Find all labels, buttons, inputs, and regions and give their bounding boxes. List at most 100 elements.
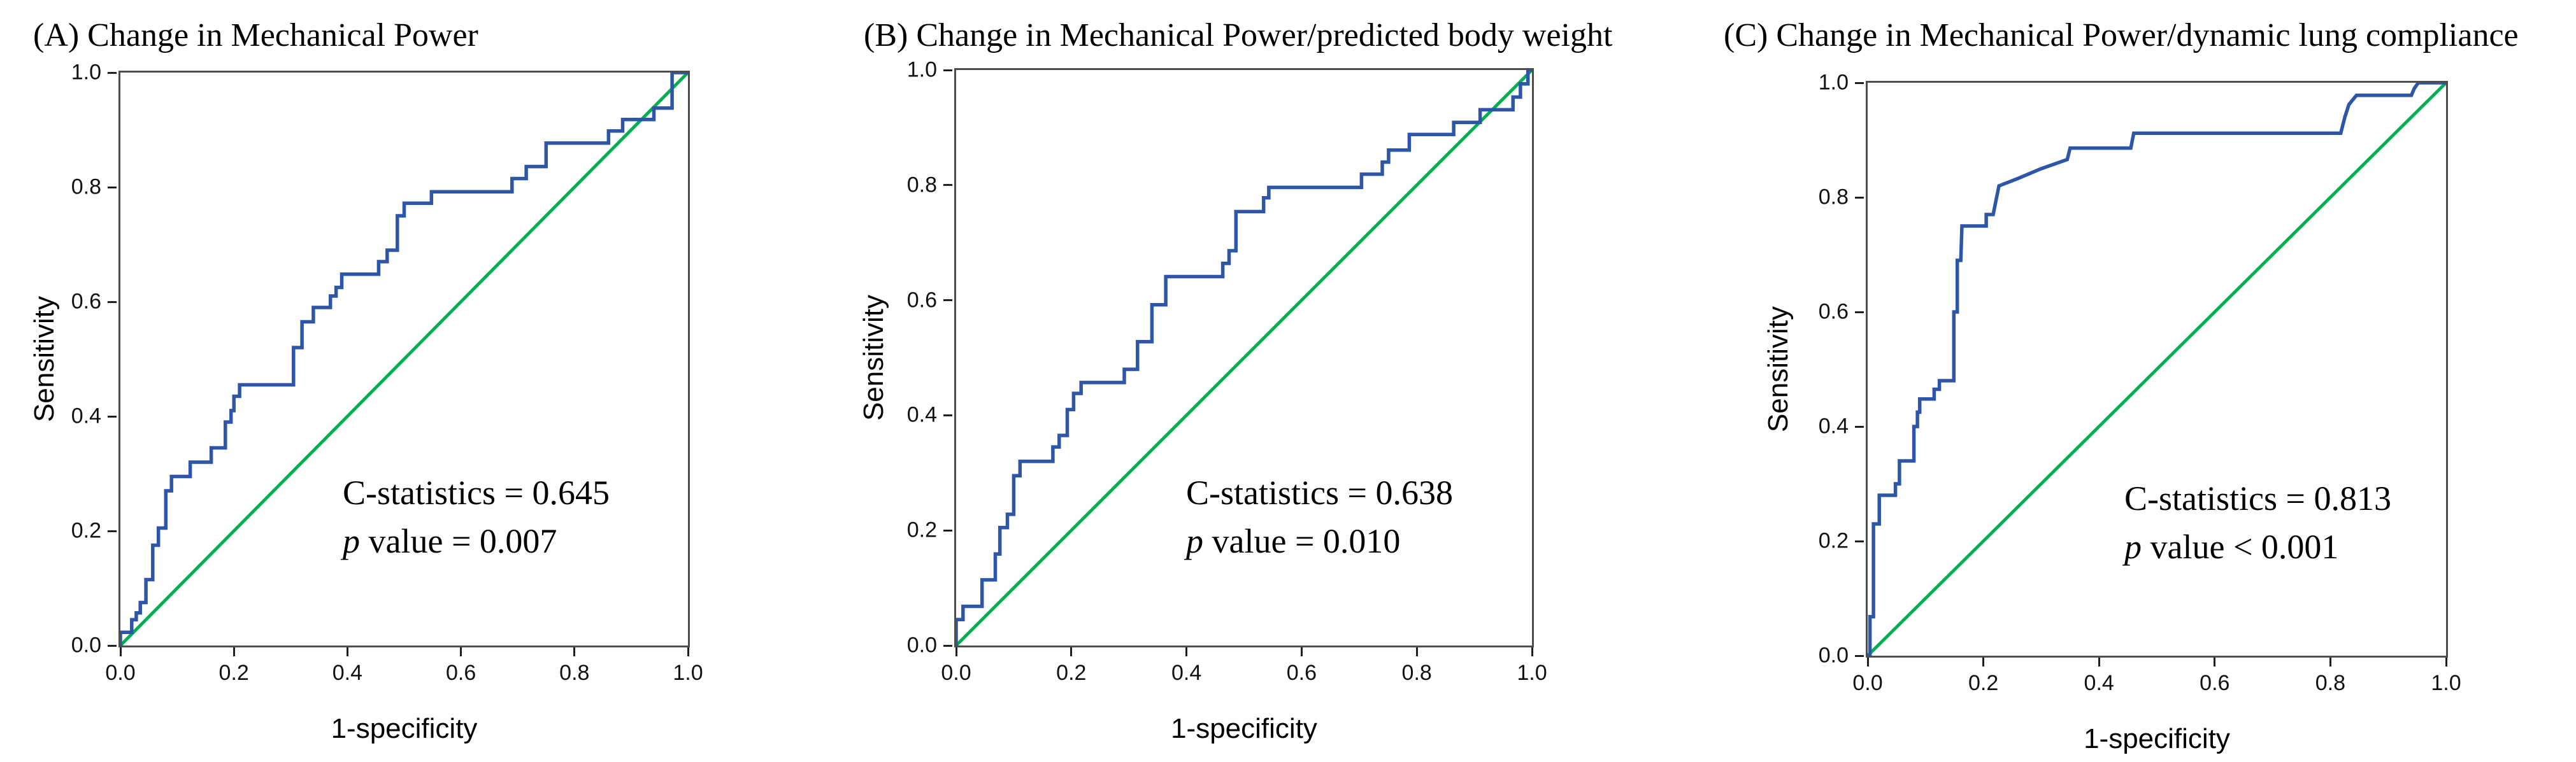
chart-title-b: (B) Change in Mechanical Power/predicted… [864, 17, 1613, 53]
y-tick-c [1855, 425, 1864, 428]
reference-line-c [1868, 83, 2446, 656]
y-tick-a [108, 530, 117, 532]
x-tick-a [119, 647, 122, 656]
y-tick-c [1855, 311, 1864, 313]
y-tick-label-b: 0.4 [906, 402, 937, 427]
p-value-text-a: value = 0.007 [360, 522, 557, 560]
chart-title-c: (C) Change in Mechanical Power/dynamic l… [1724, 17, 2519, 53]
chart-title-a: (A) Change in Mechanical Power [33, 17, 478, 53]
x-tick-label-b: 1.0 [1517, 661, 1547, 685]
annotation-b: C-statistics = 0.638 p value = 0.010 [1186, 469, 1453, 565]
c-statistics-text-c: C-statistics = 0.813 [2124, 479, 2391, 518]
x-axis-label-c: 1-specificity [2084, 723, 2230, 754]
y-tick-c [1855, 654, 1864, 657]
p-symbol-b: p [1186, 522, 1203, 560]
x-tick-a [233, 647, 235, 656]
x-tick-label-b: 0.6 [1286, 661, 1317, 685]
y-tick-label-a: 0.0 [71, 633, 101, 658]
y-tick-label-b: 0.8 [906, 173, 937, 197]
y-tick-label-c: 1.0 [1818, 70, 1849, 95]
x-tick-label-a: 0.2 [218, 661, 249, 685]
y-tick-c [1855, 196, 1864, 199]
c-statistics-text-b: C-statistics = 0.638 [1186, 474, 1453, 512]
x-tick-label-c: 0.6 [2200, 671, 2230, 695]
y-tick-a [108, 415, 117, 418]
x-tick-label-a: 0.6 [445, 661, 476, 685]
x-tick-label-a: 0.8 [559, 661, 590, 685]
x-tick-b [1185, 647, 1188, 656]
x-tick-label-c: 0.4 [2084, 671, 2114, 695]
x-tick-c [2445, 658, 2447, 667]
x-tick-a [687, 647, 689, 656]
x-tick-a [460, 647, 462, 656]
x-tick-a [573, 647, 576, 656]
y-tick-label-a: 0.2 [71, 518, 101, 543]
plot-area-c [1866, 81, 2448, 658]
x-tick-c [2214, 658, 2216, 667]
x-tick-b [1300, 647, 1303, 656]
x-tick-c [2098, 658, 2100, 667]
y-tick-b [943, 644, 952, 647]
p-symbol-c: p [2124, 528, 2142, 566]
y-tick-b [943, 299, 952, 302]
roc-svg-a [120, 73, 688, 646]
p-value-text-c: value < 0.001 [2142, 528, 2339, 566]
x-tick-c [2329, 658, 2331, 667]
x-tick-label-b: 0.4 [1171, 661, 1202, 685]
y-axis-label-b: Sensitivity [858, 294, 889, 421]
x-tick-c [1982, 658, 1985, 667]
y-tick-label-c: 0.2 [1818, 528, 1849, 553]
x-axis-label-a: 1-specificity [331, 713, 478, 744]
roc-curve-c [1868, 83, 2446, 656]
roc-curve-b [956, 70, 1532, 646]
y-tick-label-a: 0.4 [71, 404, 101, 428]
y-tick-b [943, 69, 952, 71]
y-tick-a [108, 644, 117, 647]
roc-svg-b [956, 70, 1532, 646]
y-tick-label-b: 1.0 [906, 57, 937, 82]
y-tick-label-a: 0.6 [71, 289, 101, 314]
x-tick-label-c: 1.0 [2431, 671, 2461, 695]
y-tick-b [943, 184, 952, 187]
y-tick-label-c: 0.0 [1818, 643, 1849, 668]
x-tick-a [346, 647, 348, 656]
y-tick-b [943, 529, 952, 532]
y-tick-label-a: 1.0 [71, 60, 101, 85]
y-tick-a [108, 186, 117, 188]
x-tick-label-a: 1.0 [673, 661, 703, 685]
x-tick-b [1531, 647, 1533, 656]
x-tick-label-b: 0.2 [1056, 661, 1087, 685]
y-tick-c [1855, 81, 1864, 84]
y-tick-label-c: 0.6 [1818, 299, 1849, 324]
y-tick-label-b: 0.2 [906, 518, 937, 542]
reference-line-b [956, 70, 1532, 646]
x-tick-b [1070, 647, 1073, 656]
y-axis-label-a: Sensitivity [29, 295, 60, 423]
x-tick-c [1866, 658, 1869, 667]
y-tick-label-c: 0.4 [1818, 414, 1849, 439]
y-tick-b [943, 414, 952, 416]
x-tick-label-c: 0.2 [1968, 671, 1999, 695]
y-tick-label-c: 0.8 [1818, 185, 1849, 209]
annotation-a: C-statistics = 0.645 p value = 0.007 [343, 469, 610, 565]
c-statistics-text-a: C-statistics = 0.645 [343, 474, 610, 512]
y-tick-label-b: 0.0 [906, 633, 937, 658]
y-tick-label-a: 0.8 [71, 174, 101, 199]
p-symbol-a: p [343, 522, 360, 560]
x-tick-label-c: 0.0 [1852, 671, 1883, 695]
plot-area-a [118, 71, 690, 647]
x-tick-label-a: 0.4 [332, 661, 363, 685]
annotation-c: C-statistics = 0.813 p value < 0.001 [2124, 474, 2391, 571]
p-value-text-b: value = 0.010 [1203, 522, 1401, 560]
x-tick-label-c: 0.8 [2315, 671, 2346, 695]
x-tick-b [1415, 647, 1418, 656]
y-tick-c [1855, 540, 1864, 542]
y-tick-a [108, 71, 117, 74]
y-axis-label-c: Sensitivity [1763, 306, 1794, 433]
x-axis-label-b: 1-specificity [1171, 713, 1317, 744]
x-tick-b [955, 647, 957, 656]
roc-svg-c [1868, 83, 2446, 656]
x-tick-label-b: 0.0 [941, 661, 971, 685]
x-tick-label-a: 0.0 [105, 661, 136, 685]
